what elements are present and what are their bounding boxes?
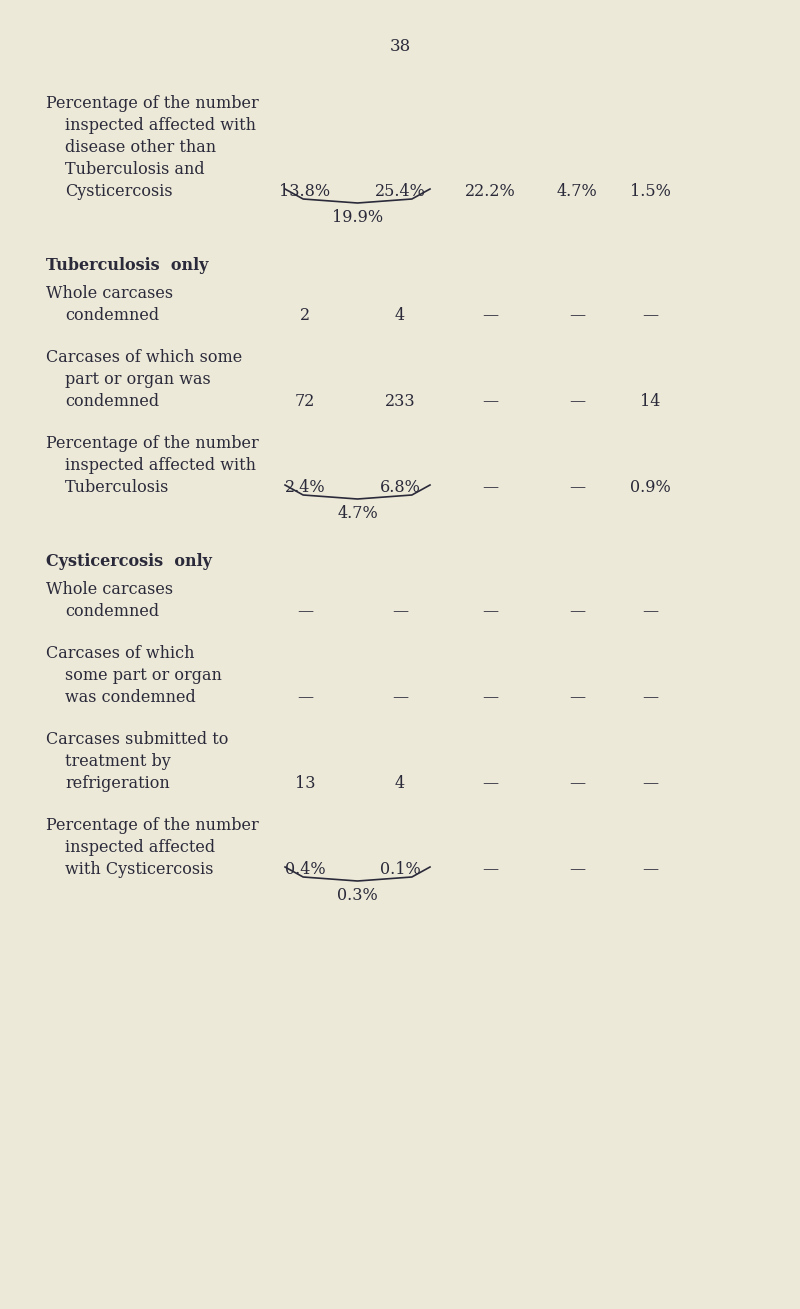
Text: —: — bbox=[569, 393, 585, 410]
Text: 25.4%: 25.4% bbox=[374, 183, 426, 200]
Text: 4: 4 bbox=[395, 775, 405, 792]
Text: Cysticercosis  only: Cysticercosis only bbox=[46, 552, 212, 569]
Text: refrigeration: refrigeration bbox=[65, 775, 170, 792]
Text: 1.5%: 1.5% bbox=[630, 183, 670, 200]
Text: 4.7%: 4.7% bbox=[337, 505, 378, 522]
Text: 22.2%: 22.2% bbox=[465, 183, 515, 200]
Text: Carcases submitted to: Carcases submitted to bbox=[46, 730, 228, 747]
Text: —: — bbox=[569, 479, 585, 496]
Text: —: — bbox=[569, 308, 585, 325]
Text: Carcases of which: Carcases of which bbox=[46, 645, 194, 662]
Text: —: — bbox=[482, 603, 498, 620]
Text: —: — bbox=[392, 603, 408, 620]
Text: Cysticercosis: Cysticercosis bbox=[65, 183, 173, 200]
Text: 13: 13 bbox=[294, 775, 315, 792]
Text: 19.9%: 19.9% bbox=[332, 209, 383, 226]
Text: 0.1%: 0.1% bbox=[380, 861, 420, 878]
Text: with Cysticercosis: with Cysticercosis bbox=[65, 861, 214, 878]
Text: Tuberculosis: Tuberculosis bbox=[65, 479, 170, 496]
Text: 2: 2 bbox=[300, 308, 310, 325]
Text: Tuberculosis  only: Tuberculosis only bbox=[46, 257, 208, 274]
Text: 0.9%: 0.9% bbox=[630, 479, 670, 496]
Text: Whole carcases: Whole carcases bbox=[46, 285, 173, 302]
Text: —: — bbox=[569, 603, 585, 620]
Text: treatment by: treatment by bbox=[65, 753, 170, 770]
Text: was condemned: was condemned bbox=[65, 689, 196, 706]
Text: —: — bbox=[569, 775, 585, 792]
Text: —: — bbox=[642, 775, 658, 792]
Text: 38: 38 bbox=[390, 38, 410, 55]
Text: Percentage of the number: Percentage of the number bbox=[46, 96, 258, 113]
Text: —: — bbox=[482, 393, 498, 410]
Text: condemned: condemned bbox=[65, 603, 159, 620]
Text: disease other than: disease other than bbox=[65, 139, 216, 156]
Text: part or organ was: part or organ was bbox=[65, 370, 210, 387]
Text: 2.4%: 2.4% bbox=[285, 479, 326, 496]
Text: —: — bbox=[297, 603, 313, 620]
Text: —: — bbox=[642, 308, 658, 325]
Text: 4.7%: 4.7% bbox=[557, 183, 598, 200]
Text: inspected affected: inspected affected bbox=[65, 839, 215, 856]
Text: —: — bbox=[297, 689, 313, 706]
Text: 13.8%: 13.8% bbox=[279, 183, 330, 200]
Text: —: — bbox=[482, 775, 498, 792]
Text: some part or organ: some part or organ bbox=[65, 668, 222, 685]
Text: —: — bbox=[392, 689, 408, 706]
Text: 72: 72 bbox=[295, 393, 315, 410]
Text: Whole carcases: Whole carcases bbox=[46, 581, 173, 598]
Text: 0.3%: 0.3% bbox=[337, 888, 378, 905]
Text: Percentage of the number: Percentage of the number bbox=[46, 817, 258, 834]
Text: 4: 4 bbox=[395, 308, 405, 325]
Text: —: — bbox=[482, 308, 498, 325]
Text: Carcases of which some: Carcases of which some bbox=[46, 350, 242, 367]
Text: —: — bbox=[482, 861, 498, 878]
Text: Percentage of the number: Percentage of the number bbox=[46, 435, 258, 452]
Text: —: — bbox=[642, 603, 658, 620]
Text: —: — bbox=[642, 861, 658, 878]
Text: condemned: condemned bbox=[65, 393, 159, 410]
Text: —: — bbox=[482, 689, 498, 706]
Text: —: — bbox=[482, 479, 498, 496]
Text: —: — bbox=[569, 861, 585, 878]
Text: Tuberculosis and: Tuberculosis and bbox=[65, 161, 205, 178]
Text: inspected affected with: inspected affected with bbox=[65, 457, 256, 474]
Text: —: — bbox=[642, 689, 658, 706]
Text: —: — bbox=[569, 689, 585, 706]
Text: 14: 14 bbox=[640, 393, 660, 410]
Text: 6.8%: 6.8% bbox=[379, 479, 421, 496]
Text: inspected affected with: inspected affected with bbox=[65, 117, 256, 134]
Text: condemned: condemned bbox=[65, 308, 159, 325]
Text: 233: 233 bbox=[385, 393, 415, 410]
Text: 0.4%: 0.4% bbox=[285, 861, 326, 878]
